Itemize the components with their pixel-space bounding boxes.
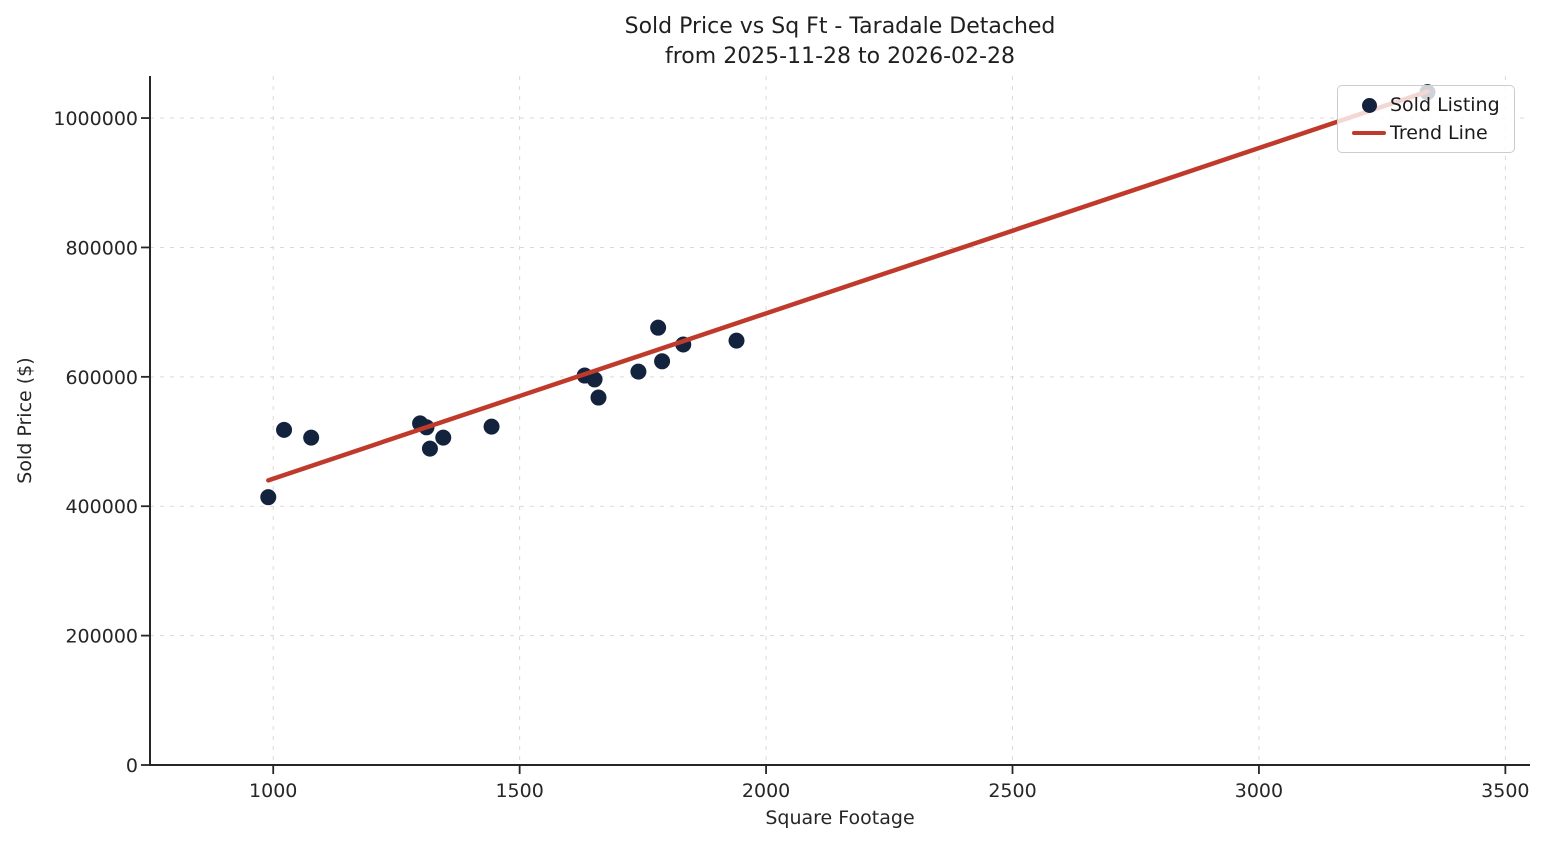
y-tick-label: 800000 xyxy=(65,237,138,259)
legend-label: Sold Listing xyxy=(1390,94,1500,116)
x-axis-label: Square Footage xyxy=(765,807,914,829)
scatter-point xyxy=(654,353,671,370)
scatter-point xyxy=(586,371,603,388)
chart-title-line1: Sold Price vs Sq Ft - Taradale Detached xyxy=(624,14,1056,39)
legend: Sold Listing Trend Line xyxy=(1337,85,1515,153)
scatter-point xyxy=(303,429,320,446)
legend-item-trend-line: Trend Line xyxy=(1348,121,1500,145)
x-tick-label: 2500 xyxy=(988,780,1036,802)
x-tick-label: 3500 xyxy=(1481,780,1529,802)
y-tick-label: 600000 xyxy=(65,367,138,389)
y-tick-label: 1000000 xyxy=(53,108,138,130)
trend-line xyxy=(266,89,1430,483)
x-tick-label: 2000 xyxy=(742,780,790,802)
sold-listing-marker-icon xyxy=(1348,97,1390,113)
scatter-point xyxy=(630,363,647,380)
y-tick-label: 0 xyxy=(126,755,138,777)
chart-title: Sold Price vs Sq Ft - Taradale Detached … xyxy=(150,12,1530,72)
legend-label: Trend Line xyxy=(1390,122,1488,144)
scatter-point xyxy=(435,429,452,446)
scatter-point xyxy=(650,319,667,336)
x-tick-label: 1000 xyxy=(249,780,297,802)
trend-line-marker-icon xyxy=(1348,131,1390,135)
scatter-point xyxy=(276,421,293,438)
y-tick-label: 200000 xyxy=(65,626,138,648)
x-tick-label: 3000 xyxy=(1235,780,1283,802)
scatter-point xyxy=(421,440,438,457)
scatter-point xyxy=(590,389,607,406)
y-tick-label: 400000 xyxy=(65,496,138,518)
y-axis-label: Sold Price ($) xyxy=(14,357,36,483)
scatter-point xyxy=(728,332,745,349)
chart-title-line2: from 2025-11-28 to 2026-02-28 xyxy=(665,44,1015,69)
scatter-point xyxy=(483,418,500,435)
x-tick-label: 1500 xyxy=(495,780,543,802)
legend-item-sold-listing: Sold Listing xyxy=(1348,93,1500,117)
scatter-point xyxy=(260,489,277,506)
